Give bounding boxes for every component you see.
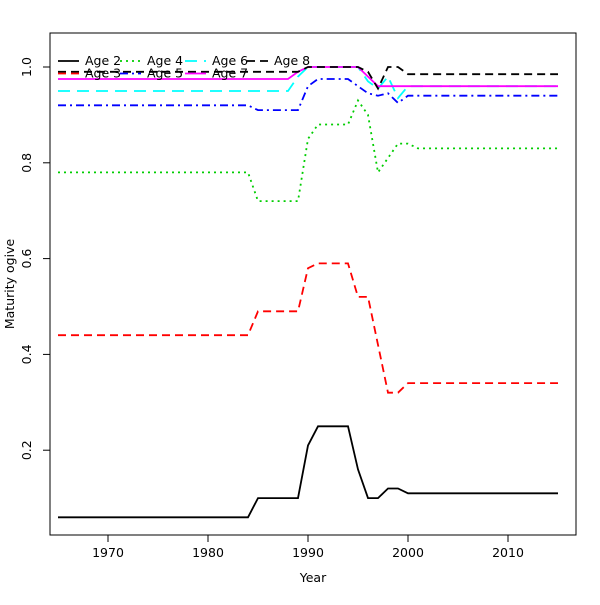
series-line-age-6 <box>58 66 558 100</box>
x-axis-title: Year <box>299 570 327 585</box>
legend-label-age-2: Age 2 <box>85 53 121 68</box>
x-tick-label: 2000 <box>392 545 424 560</box>
plot-box <box>49 32 577 536</box>
y-tick-label: 0.6 <box>19 249 34 269</box>
y-tick-label: 0.4 <box>19 344 34 364</box>
x-tick-label: 1990 <box>292 545 324 560</box>
y-axis-title: Maturity ogive <box>2 239 17 330</box>
series-line-age-5 <box>58 78 558 111</box>
legend-label-age-5: Age 5 <box>147 66 183 81</box>
legend-label-age-6: Age 6 <box>212 53 248 68</box>
legend: Age 2 Age 4 Age 6 Age 8 Age 3 Age 5 Age 7 <box>58 53 310 81</box>
y-tick-label: 0.2 <box>19 440 34 460</box>
x-tick-label: 1970 <box>92 545 124 560</box>
y-tick-label: 0.8 <box>19 153 34 173</box>
x-tick-label: 1980 <box>192 545 224 560</box>
series-line-age-4 <box>58 98 558 203</box>
plot-border <box>49 32 577 536</box>
legend-label-age-4: Age 4 <box>147 53 183 68</box>
series-lines <box>58 66 558 519</box>
y-axis: 0.2 0.4 0.6 0.8 1.0 <box>19 57 50 460</box>
x-axis: 1970 1980 1990 2000 2010 <box>92 535 524 560</box>
series-line-age-3 <box>58 262 558 394</box>
y-tick-label: 1.0 <box>19 57 34 77</box>
legend-label-age-8: Age 8 <box>274 53 310 68</box>
series-line-age-7 <box>58 66 558 88</box>
series-line-age-8 <box>58 66 558 91</box>
legend-label-age-3: Age 3 <box>85 66 121 81</box>
series-line-age-2 <box>58 425 558 519</box>
legend-label-age-7: Age 7 <box>212 66 248 81</box>
x-tick-label: 2010 <box>492 545 524 560</box>
